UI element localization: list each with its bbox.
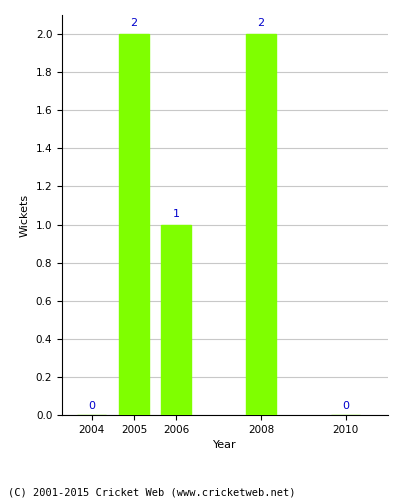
Bar — [162, 224, 191, 415]
X-axis label: Year: Year — [213, 440, 237, 450]
Text: 1: 1 — [173, 209, 180, 219]
Bar — [246, 34, 276, 415]
Y-axis label: Wickets: Wickets — [20, 194, 30, 236]
Text: (C) 2001-2015 Cricket Web (www.cricketweb.net): (C) 2001-2015 Cricket Web (www.cricketwe… — [8, 488, 296, 498]
Text: 0: 0 — [88, 401, 95, 411]
Bar — [119, 34, 149, 415]
Text: 2: 2 — [130, 18, 138, 28]
Text: 0: 0 — [342, 401, 349, 411]
Text: 2: 2 — [258, 18, 264, 28]
